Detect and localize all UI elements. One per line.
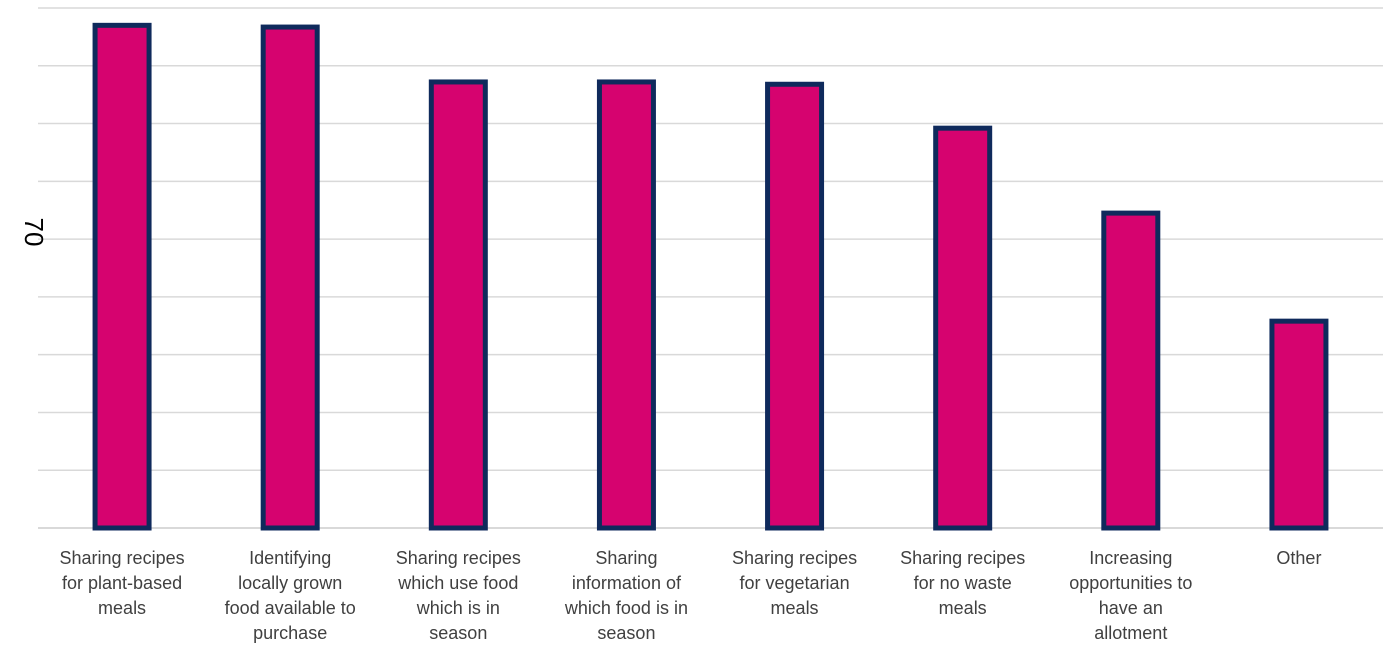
x-tick-label-line: for plant-based [62, 573, 183, 593]
x-tick-label-line: Increasing [1089, 548, 1173, 568]
x-tick-label-line: purchase [253, 623, 328, 643]
x-tick-label-line: meals [98, 598, 147, 618]
x-tick-label: Increasing opportunities to have an allotme… [1048, 546, 1214, 646]
x-tick-label-line: season [597, 623, 656, 643]
x-tick-label-line: which is in [416, 598, 500, 618]
x-tick-label-line: Other [1276, 548, 1322, 568]
x-tick-label-line: meals [770, 598, 819, 618]
x-tick-label-line: opportunities to [1069, 573, 1193, 593]
bar [765, 81, 825, 531]
x-tick-label-line: for vegetarian [739, 573, 850, 593]
bar [933, 125, 993, 531]
x-tick-label-line: Sharing recipes [900, 548, 1026, 568]
bar [92, 22, 152, 531]
x-tick-label-line: Sharing recipes [59, 548, 185, 568]
x-tick-label: Sharing recipes which use food which is in… [375, 546, 541, 646]
bar [1269, 318, 1329, 531]
x-tick-label-line: season [429, 623, 488, 643]
x-tick-label: Sharing information of which food is in sea… [543, 546, 709, 646]
x-tick-label: Sharing recipes for no waste meals [880, 546, 1046, 621]
x-tick-label-line: Sharing recipes [732, 548, 858, 568]
bars [92, 22, 1329, 531]
x-tick-label-line: Sharing [595, 548, 658, 568]
x-tick-label-line: information of [571, 573, 681, 593]
x-tick-label-line: meals [938, 598, 987, 618]
x-tick-label: Other [1216, 546, 1382, 571]
x-tick-label: Sharing recipes for plant-based meals [39, 546, 205, 621]
bar [428, 79, 488, 531]
y-axis-label: 70 [19, 217, 49, 247]
x-tick-label-line: which use food [398, 573, 519, 593]
x-tick-label-line: Identifying [249, 548, 332, 568]
bar [1101, 210, 1161, 531]
x-tick-label-line: which food is in [564, 598, 688, 618]
bar [260, 24, 320, 531]
x-tick-label: Sharing recipes for vegetarian meals [712, 546, 878, 621]
x-tick-label-line: for no waste [913, 573, 1012, 593]
x-tick-label-line: have an [1098, 598, 1163, 618]
x-tick-label-line: food available to [224, 598, 356, 618]
bar [596, 79, 656, 531]
x-tick-label: Identifying locally grown food available t… [207, 546, 373, 646]
x-tick-label-line: Sharing recipes [395, 548, 521, 568]
x-tick-label-line: locally grown [238, 573, 343, 593]
x-tick-label-line: allotment [1094, 623, 1168, 643]
gridlines [38, 7, 1383, 529]
